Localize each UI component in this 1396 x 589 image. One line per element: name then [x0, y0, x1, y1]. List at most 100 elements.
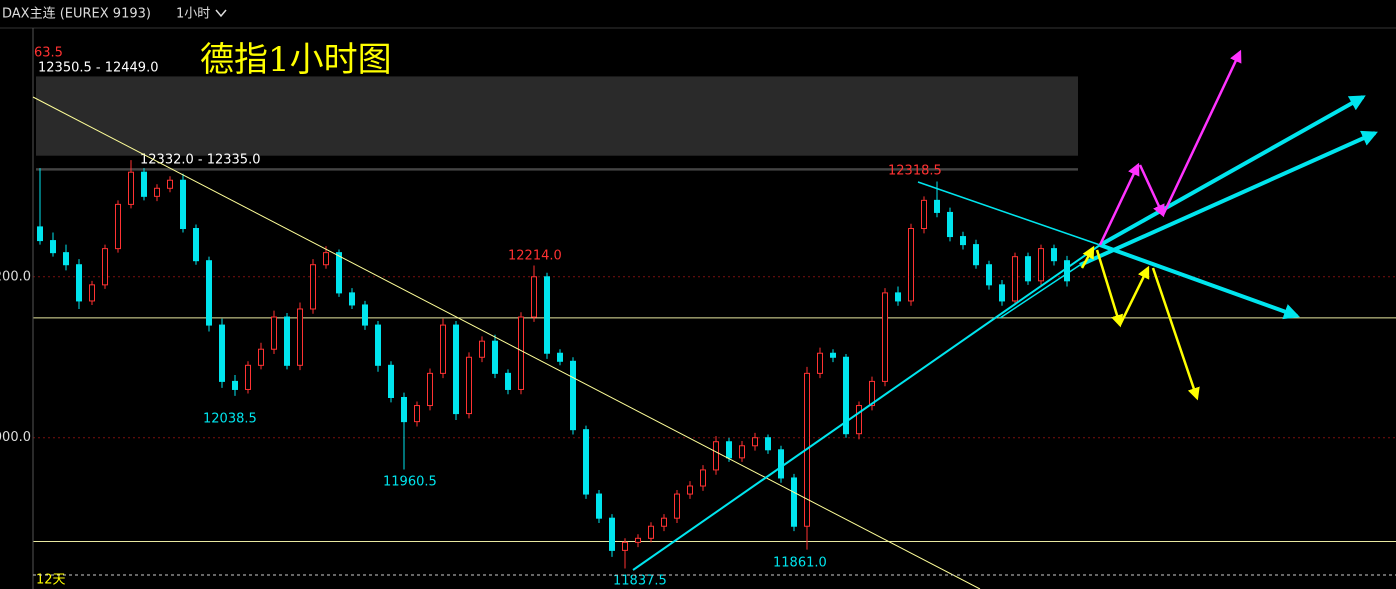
candle-body	[479, 340, 485, 358]
candle-body	[258, 348, 264, 366]
trendline	[32, 96, 981, 589]
candle-body	[154, 187, 160, 197]
candle-body	[76, 264, 82, 302]
arrow	[1118, 265, 1150, 326]
candle-body	[531, 276, 537, 318]
candle-body	[635, 537, 641, 543]
candle-body	[284, 316, 290, 366]
candle-body	[362, 304, 368, 326]
candle-body	[778, 449, 784, 479]
candle-body	[1064, 260, 1070, 282]
candle-body	[674, 493, 680, 519]
candle-body	[1025, 256, 1031, 282]
candle-body	[687, 485, 693, 495]
candle-body	[206, 260, 212, 326]
candle-body	[622, 541, 628, 551]
candle-body	[492, 340, 498, 374]
candle-body	[817, 352, 823, 374]
price-label: 11837.5	[613, 574, 667, 589]
candle-body	[1051, 248, 1057, 262]
candle-body	[466, 356, 472, 415]
candle-body	[271, 316, 277, 350]
trendline	[1099, 243, 1301, 320]
candle-body	[440, 324, 446, 374]
candle-body	[648, 525, 654, 539]
candle-body	[557, 352, 563, 362]
y-tick-label: 200.0	[0, 269, 31, 284]
candle-body	[986, 264, 992, 286]
candle-body	[297, 308, 303, 366]
candle-body	[843, 356, 849, 435]
zone	[36, 168, 1078, 171]
candle-body	[349, 292, 355, 306]
candle-body	[908, 228, 914, 302]
candle-body	[388, 364, 394, 398]
candle-body	[713, 441, 719, 471]
chart-title: 德指1小时图	[200, 40, 392, 80]
candle-body	[739, 445, 745, 459]
symbol: DAX主连 (EUREX 9193)	[2, 6, 151, 22]
candle-body	[102, 248, 108, 286]
period[interactable]: 1小时	[176, 7, 210, 22]
trendline	[1079, 130, 1378, 267]
candle-body	[518, 316, 524, 390]
plot: 000.0 200.0 63.5 12318.5 12214.0 12038.5 11960…	[0, 46, 1396, 589]
candle-body	[89, 284, 95, 302]
candle-body	[960, 236, 966, 246]
candle-body	[401, 396, 407, 423]
candle-body	[947, 211, 953, 238]
candle-body	[310, 264, 316, 310]
candle-body	[505, 372, 511, 390]
candle-body	[869, 380, 875, 407]
zone-label: 12332.0 - 12335.0	[140, 153, 260, 168]
candle-body	[63, 252, 69, 266]
candle-body	[882, 292, 888, 382]
candle-body	[427, 372, 433, 407]
drawings	[32, 49, 1378, 589]
arrow	[1151, 267, 1200, 401]
zone	[36, 76, 1078, 156]
candle-body	[50, 240, 56, 254]
arrow	[1138, 164, 1165, 218]
candle-body	[336, 252, 342, 294]
candle-body	[895, 292, 901, 302]
price-label: 12214.0	[508, 249, 562, 264]
candle-body	[765, 437, 771, 451]
candle-body	[37, 226, 43, 242]
candle-body	[583, 429, 589, 495]
arrow	[1098, 162, 1140, 246]
candle-body	[700, 469, 706, 487]
candle-body	[167, 179, 173, 189]
candle-body	[570, 360, 576, 431]
trendline	[999, 264, 1081, 319]
trendline	[917, 181, 1101, 246]
candle-body	[544, 276, 550, 354]
candle-body	[375, 324, 381, 366]
range-label: 12天	[36, 573, 66, 588]
candle-body	[609, 517, 615, 551]
arrow	[1080, 245, 1095, 269]
candle-body	[141, 171, 147, 197]
zone-label: 12350.5 - 12449.0	[38, 61, 158, 76]
price-label: 11861.0	[773, 556, 827, 571]
candle-body	[193, 228, 199, 262]
arrow	[1095, 249, 1124, 328]
price-label: 11960.5	[383, 475, 437, 490]
candle-body	[791, 477, 797, 527]
candle-body	[934, 199, 940, 213]
price-label: 63.5	[34, 46, 63, 61]
candle-body	[323, 252, 329, 266]
candle-body	[999, 284, 1005, 302]
candle-body	[219, 324, 225, 382]
dropdown-icon[interactable]	[215, 9, 227, 18]
candle-body	[1012, 256, 1018, 302]
candle-body	[128, 171, 134, 205]
candle-body	[856, 405, 862, 435]
y-tick-label: 000.0	[0, 430, 31, 445]
candle-body	[1038, 248, 1044, 282]
candle-body	[661, 517, 667, 527]
trendline	[1099, 95, 1366, 247]
candle-body	[921, 199, 927, 230]
